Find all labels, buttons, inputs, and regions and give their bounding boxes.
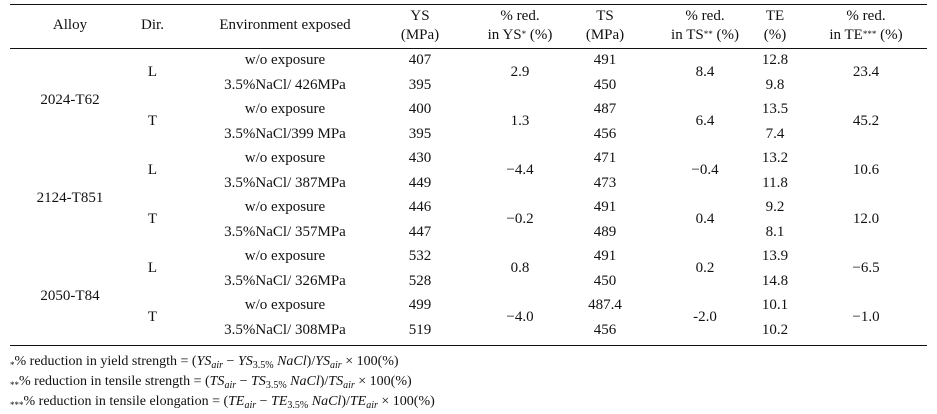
environment-cell: w/o exposure (244, 52, 326, 68)
ys-cell: 447 (408, 223, 432, 240)
reduction-ts-cell: 6.4 (695, 113, 715, 130)
ts-cell: 489 (593, 223, 617, 240)
header-dir: Dir. (141, 17, 164, 33)
header-te: TE (765, 8, 785, 24)
header-red-ts: % red. (685, 8, 725, 24)
direction-cell: L (147, 260, 158, 277)
header-environment: Environment exposed (219, 17, 351, 33)
ys-cell: 532 (408, 248, 432, 264)
reduction-te-cell: −6.5 (852, 260, 880, 277)
reduction-ts-cell: 0.4 (695, 211, 715, 228)
header-ys-unit: (MPa) (400, 27, 440, 43)
te-cell: 9.2 (765, 199, 785, 215)
reduction-ys-cell: 1.3 (510, 113, 530, 130)
ts-cell: 487 (593, 101, 617, 117)
environment-cell: 3.5%NaCl/399 MPa (224, 125, 346, 142)
te-cell: 7.4 (765, 125, 785, 142)
te-cell: 8.1 (765, 223, 785, 240)
reduction-ys-cell: 0.8 (510, 260, 530, 277)
ys-cell: 519 (408, 321, 432, 338)
ts-cell: 450 (593, 272, 617, 289)
environment-cell: w/o exposure (244, 297, 326, 313)
ts-cell: 456 (593, 125, 617, 142)
reduction-ys-cell: 2.9 (510, 64, 530, 81)
header-red-te-unit: in TE*** (%) (829, 27, 903, 43)
te-cell: 10.1 (761, 297, 789, 313)
ts-cell: 473 (593, 174, 617, 191)
header-red-te: % red. (846, 8, 886, 24)
ts-cell: 456 (593, 321, 617, 338)
ys-cell: 395 (408, 76, 432, 93)
reduction-ts-cell: 8.4 (695, 64, 715, 81)
header-ys: YS (410, 8, 430, 24)
reduction-ys-cell: −4.4 (506, 162, 534, 179)
ys-cell: 499 (408, 297, 432, 313)
te-cell: 10.2 (761, 321, 789, 338)
reduction-ts-cell: 0.2 (695, 260, 715, 277)
bottom-rule (10, 345, 927, 346)
ys-cell: 446 (408, 199, 432, 215)
te-cell: 12.8 (761, 52, 789, 68)
header-ts-unit: (MPa) (585, 27, 625, 43)
ys-cell: 400 (408, 101, 432, 117)
direction-cell: T (147, 113, 158, 130)
footnote: **% reduction in tensile strength = (TSa… (10, 374, 412, 391)
ys-cell: 430 (408, 150, 432, 166)
header-te-unit: (%) (763, 27, 787, 43)
ts-cell: 450 (593, 76, 617, 93)
te-cell: 13.2 (761, 150, 789, 166)
environment-cell: w/o exposure (244, 199, 326, 215)
reduction-ys-cell: −4.0 (506, 309, 534, 326)
ys-cell: 528 (408, 272, 432, 289)
direction-cell: T (147, 211, 158, 228)
header-red-ts-unit: in TS** (%) (671, 27, 739, 43)
footnote: ***% reduction in tensile elongation = (… (10, 394, 435, 411)
reduction-te-cell: 45.2 (852, 113, 880, 130)
environment-cell: w/o exposure (244, 248, 326, 264)
header-ts: TS (596, 8, 614, 24)
footnote: *% reduction in yield strength = (YSair … (10, 354, 399, 371)
te-cell: 9.8 (765, 76, 785, 93)
environment-cell: 3.5%NaCl/ 426MPa (224, 76, 346, 93)
header-alloy: Alloy (52, 17, 88, 33)
ys-cell: 449 (408, 174, 432, 191)
reduction-ts-cell: −0.4 (691, 162, 719, 179)
direction-cell: L (147, 64, 158, 81)
environment-cell: w/o exposure (244, 101, 326, 117)
te-cell: 13.9 (761, 248, 789, 264)
ts-cell: 487.4 (588, 297, 622, 313)
environment-cell: 3.5%NaCl/ 387MPa (224, 174, 346, 191)
header-red-ys-unit: in YS* (%) (487, 27, 553, 43)
direction-cell: L (147, 162, 158, 179)
header-rule (10, 48, 927, 49)
ys-cell: 395 (408, 125, 432, 142)
ts-cell: 491 (593, 199, 617, 215)
reduction-te-cell: 10.6 (852, 162, 880, 179)
ts-cell: 491 (593, 52, 617, 68)
environment-cell: 3.5%NaCl/ 357MPa (224, 223, 346, 240)
te-cell: 14.8 (761, 272, 789, 289)
alloy-name-cell: 2124-T851 (36, 190, 104, 206)
reduction-te-cell: −1.0 (852, 309, 880, 326)
top-rule (10, 4, 927, 5)
ts-cell: 471 (593, 150, 617, 166)
alloy-name-cell: 2024-T62 (40, 92, 100, 108)
alloy-name-cell: 2050-T84 (40, 288, 100, 304)
reduction-te-cell: 12.0 (852, 211, 880, 228)
footnotes: *% reduction in yield strength = (YSair … (10, 352, 435, 412)
direction-cell: T (147, 309, 158, 326)
te-cell: 11.8 (762, 174, 788, 191)
environment-cell: w/o exposure (244, 150, 326, 166)
environment-cell: 3.5%NaCl/ 326MPa (224, 272, 346, 289)
header-red-ys: % red. (500, 8, 540, 24)
environment-cell: 3.5%NaCl/ 308MPa (224, 321, 346, 338)
reduction-te-cell: 23.4 (852, 64, 880, 81)
ts-cell: 491 (593, 248, 617, 264)
reduction-ys-cell: −0.2 (506, 211, 534, 228)
te-cell: 13.5 (761, 101, 789, 117)
reduction-ts-cell: -2.0 (693, 309, 717, 326)
ys-cell: 407 (408, 52, 432, 68)
